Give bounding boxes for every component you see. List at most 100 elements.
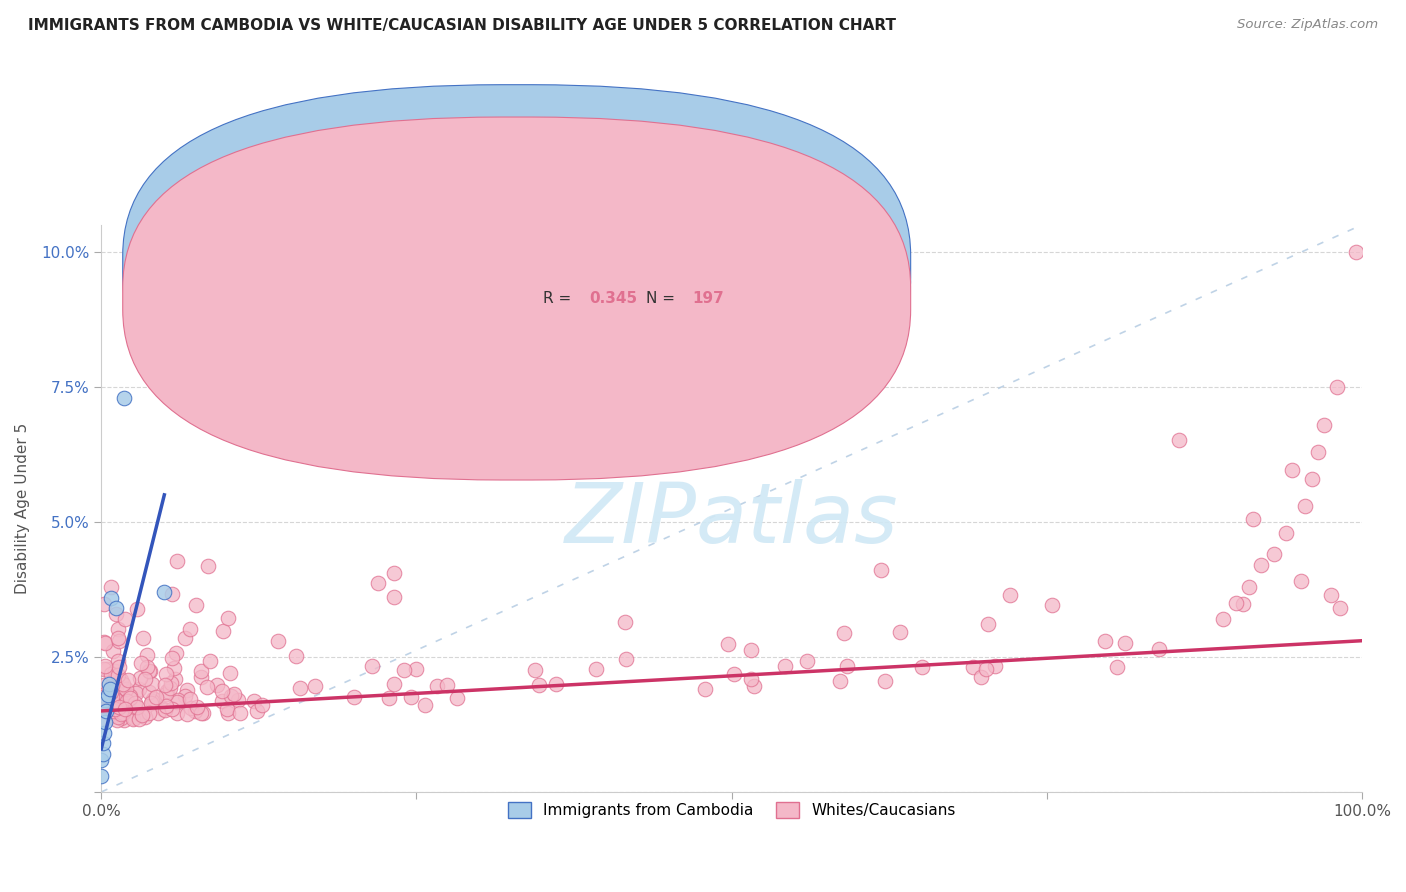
- Point: [969, 669, 991, 683]
- Point: [166, 696, 188, 710]
- Point: [1040, 599, 1063, 613]
- Point: [382, 677, 405, 691]
- Point: [163, 661, 186, 675]
- Point: [96, 662, 118, 676]
- Point: [94, 693, 117, 707]
- Point: [104, 664, 127, 678]
- Point: [1306, 444, 1329, 458]
- Point: [173, 631, 195, 645]
- Point: [90, 769, 112, 783]
- Point: [215, 702, 238, 716]
- Point: [145, 690, 167, 704]
- Point: [107, 659, 129, 673]
- Point: [124, 699, 146, 714]
- Point: [93, 704, 115, 718]
- Point: [97, 688, 120, 702]
- Point: [139, 696, 162, 710]
- Point: [222, 687, 245, 701]
- Point: [962, 660, 984, 674]
- Point: [146, 706, 169, 721]
- Point: [180, 701, 202, 715]
- Point: [186, 700, 208, 714]
- Point: [361, 658, 384, 673]
- Point: [110, 673, 132, 687]
- Point: [288, 681, 311, 695]
- Point: [94, 714, 117, 729]
- Text: R =: R =: [543, 259, 575, 274]
- Point: [1301, 472, 1323, 486]
- Point: [107, 714, 129, 728]
- Point: [742, 679, 765, 693]
- Point: [138, 706, 160, 721]
- Point: [889, 624, 911, 639]
- Point: [90, 753, 112, 767]
- Point: [1212, 612, 1234, 626]
- Point: [138, 685, 160, 699]
- Point: [343, 690, 366, 705]
- Point: [155, 688, 177, 702]
- Point: [107, 654, 129, 668]
- Point: [405, 662, 427, 676]
- Point: [155, 699, 177, 714]
- Point: [101, 677, 124, 691]
- Point: [190, 670, 212, 684]
- Point: [614, 615, 637, 629]
- Point: [156, 683, 179, 698]
- Point: [135, 660, 157, 674]
- Point: [974, 662, 997, 676]
- Point: [524, 663, 547, 677]
- Point: [399, 690, 422, 705]
- Point: [111, 677, 134, 691]
- Point: [191, 706, 214, 721]
- Point: [107, 700, 129, 714]
- Point: [1313, 417, 1336, 432]
- Point: [830, 674, 852, 689]
- Point: [107, 668, 129, 682]
- Point: [128, 712, 150, 726]
- Point: [740, 643, 762, 657]
- Text: N =: N =: [645, 291, 679, 306]
- Point: [93, 713, 115, 727]
- Point: [1094, 633, 1116, 648]
- Point: [218, 666, 240, 681]
- Point: [105, 681, 128, 695]
- Point: [382, 566, 405, 580]
- Point: [229, 706, 252, 720]
- Point: [101, 696, 124, 710]
- Point: [267, 634, 290, 648]
- Point: [117, 699, 139, 714]
- Point: [100, 591, 122, 605]
- Point: [870, 563, 893, 577]
- Point: [100, 580, 122, 594]
- Point: [108, 692, 131, 706]
- Point: [1281, 462, 1303, 476]
- Point: [114, 612, 136, 626]
- Point: [115, 704, 138, 718]
- Point: [527, 678, 550, 692]
- Point: [211, 624, 233, 639]
- Point: [832, 625, 855, 640]
- Point: [104, 702, 127, 716]
- Point: [394, 664, 416, 678]
- Point: [118, 704, 141, 718]
- Point: [110, 707, 132, 722]
- Point: [160, 701, 183, 715]
- Point: [93, 693, 115, 707]
- Text: IMMIGRANTS FROM CAMBODIA VS WHITE/CAUCASIAN DISABILITY AGE UNDER 5 CORRELATION C: IMMIGRANTS FROM CAMBODIA VS WHITE/CAUCAS…: [28, 18, 896, 33]
- Point: [1237, 580, 1260, 594]
- Point: [998, 588, 1021, 602]
- Point: [104, 677, 127, 691]
- Point: [101, 707, 124, 722]
- Point: [977, 617, 1000, 632]
- Point: [131, 656, 153, 670]
- Point: [112, 704, 135, 718]
- Point: [105, 607, 128, 621]
- Point: [91, 736, 114, 750]
- Point: [446, 690, 468, 705]
- Text: ZIPatlas: ZIPatlas: [565, 479, 898, 560]
- Legend: Immigrants from Cambodia, Whites/Caucasians: Immigrants from Cambodia, Whites/Caucasi…: [502, 796, 962, 824]
- Point: [107, 634, 129, 648]
- FancyBboxPatch shape: [122, 117, 911, 480]
- Point: [165, 646, 187, 660]
- Point: [796, 654, 818, 668]
